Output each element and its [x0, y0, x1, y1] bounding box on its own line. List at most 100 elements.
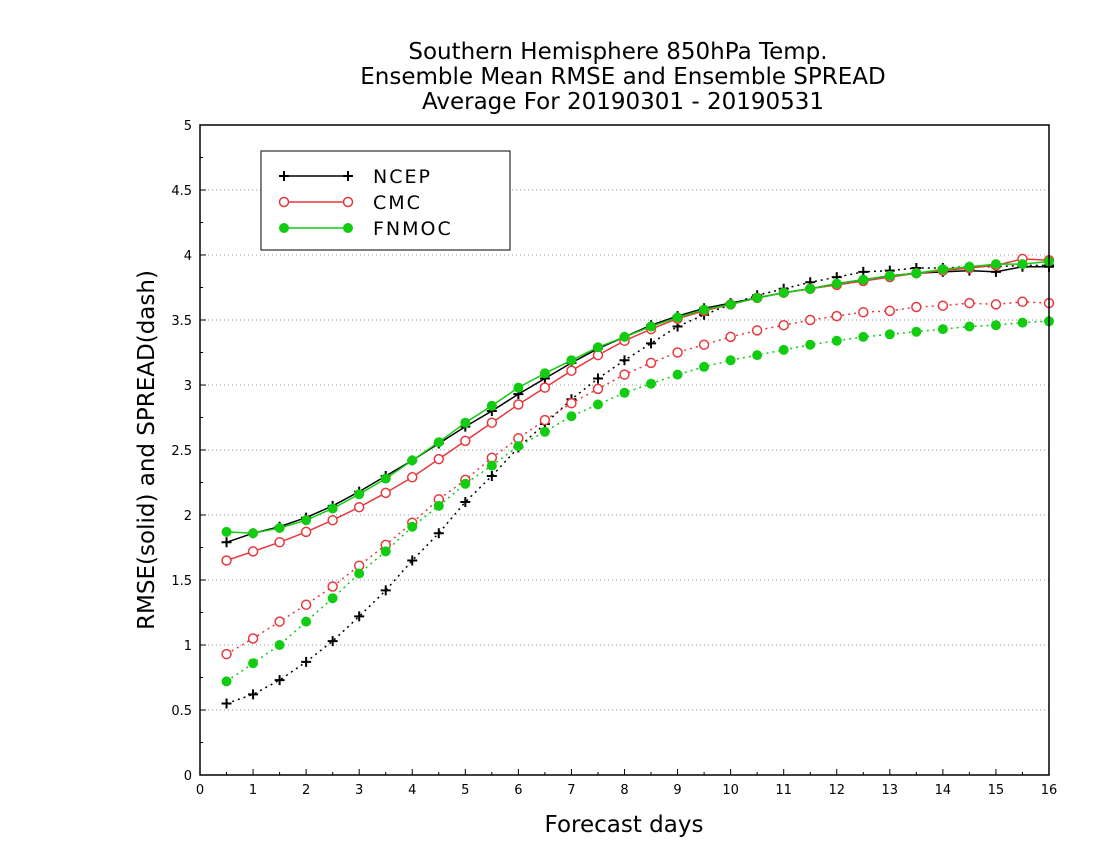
cmc-rmse-point — [327, 514, 338, 526]
fnmoc-rmse-point — [248, 528, 259, 539]
cmc-rmse-point — [274, 537, 285, 548]
fnmoc-rmse-point — [778, 287, 789, 298]
fnmoc-rmse-point — [752, 292, 763, 303]
cmc-rmse-point — [460, 435, 471, 447]
ncep-spread-point — [486, 471, 497, 481]
cmc-spread-point — [725, 331, 736, 343]
fnmoc-rmse-point — [831, 278, 842, 289]
x-tick-label: 5 — [461, 783, 469, 798]
cmc-rmse-point — [513, 399, 524, 410]
ncep-spread-point — [248, 689, 259, 700]
ncep-spread-point — [380, 585, 391, 596]
ncep-spread-point — [354, 611, 365, 622]
fnmoc-rmse-point — [486, 400, 497, 411]
legend-box — [260, 150, 511, 251]
cmc-spread-series — [221, 296, 1055, 660]
fnmoc-spread-point — [884, 329, 895, 340]
y-tick-label: 0 — [184, 769, 192, 784]
fnmoc-rmse-point — [433, 437, 444, 448]
y-axis-label: RMSE(solid) and SPREAD(dash) — [134, 270, 160, 630]
ncep-spread-point — [646, 338, 657, 349]
fnmoc-rmse-line — [226, 260, 1050, 534]
cmc-spread-point — [698, 339, 710, 350]
ncep-rmse-line — [226, 265, 1049, 544]
fnmoc-rmse-point — [646, 321, 657, 332]
cmc-spread-point — [884, 305, 896, 317]
x-tick-label: 7 — [567, 783, 575, 798]
ncep-spread-point — [433, 528, 444, 539]
fnmoc-spread-point — [725, 355, 736, 366]
cmc-spread-point — [645, 357, 657, 369]
fnmoc-rmse-point — [221, 526, 232, 537]
ncep-spread-point — [327, 636, 338, 647]
fnmoc-spread-point — [407, 521, 418, 532]
cmc-rmse-point — [247, 546, 259, 557]
fnmoc-rmse-point — [805, 283, 816, 294]
chart-title: Southern Hemisphere 850hPa Temp. Ensembl… — [360, 39, 885, 115]
legend-label-fnmoc: FNMOC — [373, 218, 453, 240]
fnmoc-rmse-point — [672, 312, 683, 323]
x-tick-label: 15 — [988, 783, 1005, 798]
cmc-spread-point — [1017, 296, 1028, 308]
fnmoc-spread-point — [1017, 317, 1028, 328]
x-tick-label: 16 — [1041, 783, 1058, 798]
ncep-rmse-point — [221, 537, 232, 548]
fnmoc-spread-point — [831, 335, 842, 346]
cmc-rmse-point — [221, 555, 232, 566]
legend-marker-cmc — [278, 196, 290, 208]
y-tick-label: 1 — [184, 639, 192, 654]
fnmoc-rmse-series — [221, 256, 1054, 539]
ncep-spread-point — [301, 656, 312, 667]
fnmoc-rmse-point — [937, 264, 948, 275]
cmc-rmse-point — [407, 472, 418, 483]
fnmoc-spread-point — [354, 568, 365, 579]
x-tick-label: 12 — [828, 783, 845, 798]
fnmoc-rmse-point — [566, 355, 577, 366]
y-tick-label: 2.5 — [171, 444, 192, 459]
fnmoc-spread-point — [592, 399, 603, 410]
cmc-spread-point — [804, 314, 816, 326]
ncep-spread-point — [460, 497, 471, 507]
fnmoc-spread-point — [672, 369, 683, 380]
x-tick-label: 1 — [249, 783, 257, 798]
x-tick-label: 9 — [673, 783, 681, 798]
cmc-spread-point — [327, 581, 338, 592]
fnmoc-rmse-point — [619, 331, 630, 342]
fnmoc-rmse-point — [884, 270, 895, 281]
y-tick-label: 4 — [184, 249, 192, 264]
fnmoc-rmse-point — [539, 368, 550, 379]
fnmoc-spread-point — [274, 640, 285, 650]
fnmoc-spread-point — [539, 426, 550, 437]
cmc-rmse-point — [486, 417, 498, 428]
fnmoc-spread-series — [221, 316, 1054, 687]
fnmoc-spread-point — [301, 616, 312, 627]
y-tick-label: 3 — [184, 379, 192, 394]
ncep-spread-point — [221, 698, 232, 709]
fnmoc-spread-point — [937, 324, 948, 335]
y-tick-label: 4.5 — [171, 184, 192, 199]
fnmoc-rmse-point — [964, 261, 975, 272]
legend-item-fnmoc: FNMOC — [279, 218, 453, 240]
cmc-spread-point — [911, 301, 922, 313]
fnmoc-rmse-point — [911, 268, 922, 279]
legend-marker-ncep — [343, 171, 353, 181]
x-tick-label: 3 — [355, 783, 363, 798]
fnmoc-rmse-point — [407, 455, 418, 466]
y-tick-label: 0.5 — [171, 704, 192, 719]
cmc-spread-point — [990, 299, 1002, 310]
ncep-spread-point — [274, 675, 285, 686]
fnmoc-spread-point — [486, 460, 497, 471]
cmc-spread-point — [221, 648, 232, 660]
legend-marker-fnmoc — [279, 223, 289, 233]
x-tick-label: 10 — [722, 783, 739, 798]
x-tick-label: 6 — [514, 783, 522, 798]
legend-label-cmc: CMC — [373, 192, 422, 214]
x-axis-label: Forecast days — [545, 812, 704, 838]
y-axis: 0 0.5 1 1.5 2 2.5 3 3.5 4 4.5 5 — [171, 119, 206, 784]
fnmoc-spread-point — [752, 350, 763, 361]
legend-item-ncep: NCEP — [279, 166, 430, 188]
fnmoc-spread-point — [380, 546, 391, 557]
fnmoc-spread-point — [858, 331, 869, 342]
fnmoc-rmse-point — [274, 523, 285, 533]
